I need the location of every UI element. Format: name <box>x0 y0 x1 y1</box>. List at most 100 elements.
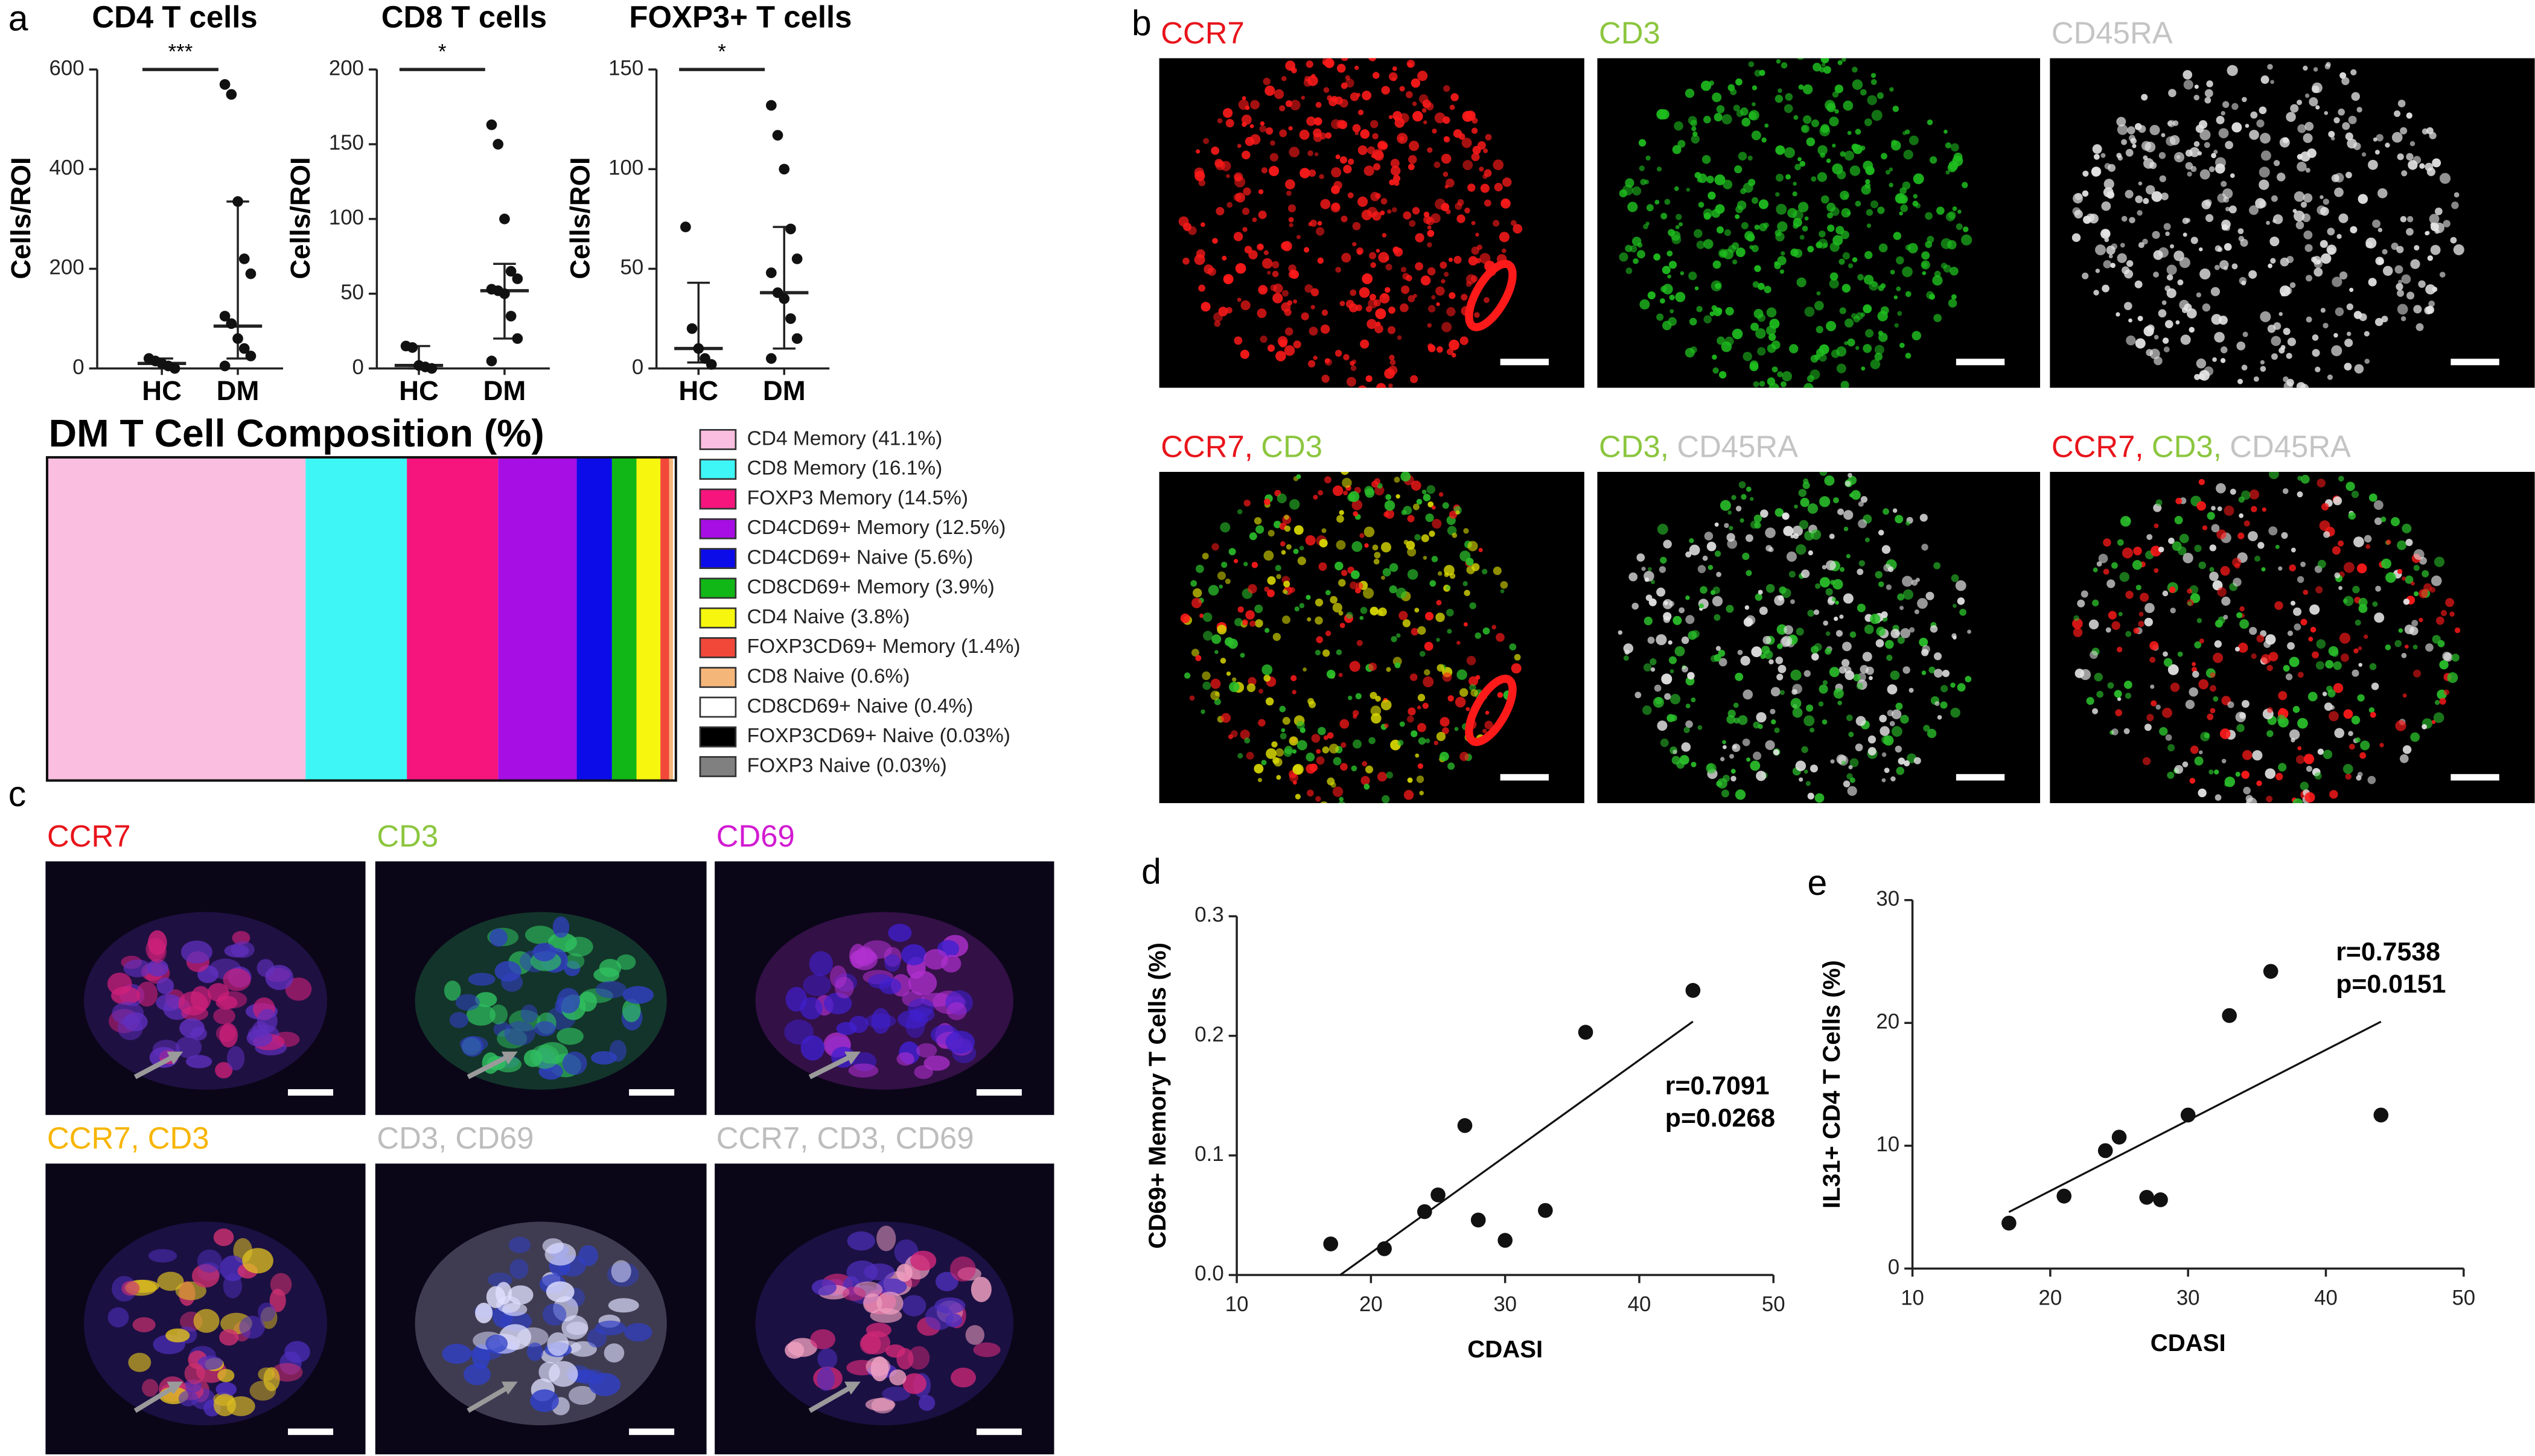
cell <box>849 1064 879 1078</box>
cell <box>1412 207 1420 215</box>
cell <box>2106 579 2115 588</box>
cell <box>1289 736 1298 745</box>
cell <box>1900 628 1910 638</box>
scale-bar <box>629 1089 674 1096</box>
cell <box>1819 230 1826 238</box>
cell <box>2266 665 2272 671</box>
cell <box>1214 320 1220 327</box>
cell <box>1826 321 1836 331</box>
cell <box>2127 126 2135 134</box>
cell <box>2365 238 2376 249</box>
cell <box>242 1248 273 1273</box>
cell <box>1340 301 1345 307</box>
cell <box>2144 326 2154 336</box>
cell <box>1281 728 1286 733</box>
cell <box>1364 527 1375 538</box>
cell <box>1374 559 1380 565</box>
cell <box>1905 291 1912 297</box>
cell <box>2414 565 2420 571</box>
cell <box>1324 476 1331 483</box>
cell <box>1727 510 1732 515</box>
cell <box>1383 512 1389 518</box>
cell <box>809 951 833 976</box>
cell <box>1922 262 1927 267</box>
cell <box>1712 596 1723 606</box>
cell <box>1446 585 1450 590</box>
cell <box>905 1013 925 1038</box>
cell <box>1455 697 1466 708</box>
cell <box>1293 340 1301 348</box>
cell <box>1315 599 1323 606</box>
cell <box>2073 615 2079 622</box>
cell <box>1385 264 1392 270</box>
x-tick-label: 30 <box>2176 1286 2200 1309</box>
cell <box>2383 266 2393 276</box>
cell <box>1816 241 1822 248</box>
cell <box>1679 222 1683 226</box>
cell <box>2309 97 2318 106</box>
cell <box>2305 244 2313 252</box>
cell <box>1957 209 1962 214</box>
cell <box>1234 232 1243 241</box>
cell <box>1353 124 1361 133</box>
cell <box>2349 744 2355 750</box>
cell <box>2101 202 2111 211</box>
cell <box>1425 739 1430 743</box>
cell <box>1950 682 1956 688</box>
cell <box>916 1043 937 1058</box>
cell <box>2345 482 2355 491</box>
cell <box>1337 64 1346 73</box>
cell <box>1456 669 1467 680</box>
cell <box>1440 717 1450 726</box>
cell <box>2350 226 2357 234</box>
cell <box>1220 658 1226 664</box>
legend-swatch <box>700 548 736 568</box>
cell <box>2082 171 2088 177</box>
cell <box>2183 553 2193 563</box>
x-tick-label: 20 <box>2039 1286 2062 1309</box>
cell <box>2333 497 2342 506</box>
cell <box>1377 772 1387 781</box>
cell <box>2324 111 2329 115</box>
cell <box>1669 261 1677 269</box>
data-point <box>1497 1233 1513 1248</box>
cell <box>214 1394 236 1416</box>
cell <box>2312 83 2323 94</box>
cell <box>1336 515 1344 523</box>
cell <box>1902 131 1907 135</box>
cell <box>2111 562 2118 569</box>
cell <box>1342 478 1352 488</box>
y-tick-label: 150 <box>329 131 364 154</box>
cell <box>2215 246 2222 252</box>
cell <box>2136 585 2141 590</box>
cell <box>2309 605 2320 615</box>
cell <box>2200 169 2210 179</box>
cell <box>1280 733 1287 739</box>
cell <box>1641 567 1645 571</box>
cell <box>1385 494 1391 500</box>
cell <box>1392 77 1396 81</box>
cell <box>837 1022 857 1035</box>
cell <box>107 973 132 995</box>
cell <box>1359 616 1363 620</box>
chart-title: DM T Cell Composition (%) <box>49 412 544 455</box>
data-point <box>220 79 231 90</box>
panel-letter: d <box>1141 852 1161 891</box>
segment <box>612 457 637 781</box>
cell <box>1912 201 1918 207</box>
cell <box>1427 267 1436 276</box>
cell <box>1805 307 1815 317</box>
cell <box>2192 671 2199 678</box>
cell <box>2164 223 2171 230</box>
cell <box>1717 226 1724 234</box>
cell <box>521 1005 538 1023</box>
cell <box>2385 644 2391 650</box>
cell <box>1749 112 1757 120</box>
cell <box>133 1317 156 1332</box>
cell <box>547 1332 569 1356</box>
cell <box>1796 628 1804 635</box>
cell <box>1826 159 1831 163</box>
cell <box>1236 263 1246 274</box>
cell <box>2209 567 2214 572</box>
micrograph <box>1159 466 1584 811</box>
